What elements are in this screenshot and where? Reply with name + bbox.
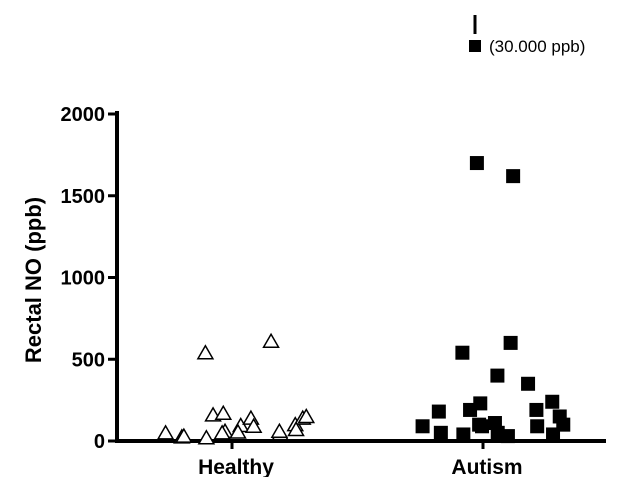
autism-point <box>431 404 446 419</box>
autism-point <box>529 402 544 417</box>
healthy-point <box>156 424 175 440</box>
autism-point <box>455 345 470 360</box>
data-points <box>156 156 571 445</box>
y-tick-label: 2000 <box>61 104 106 126</box>
x-category-label: Healthy <box>198 456 274 477</box>
y-tick-label: 500 <box>72 349 105 371</box>
autism-point <box>415 419 430 434</box>
y-tick-label: 0 <box>94 431 105 453</box>
x-category-label: Autism <box>451 456 522 477</box>
outlier-group: (30.000 ppb) <box>469 15 585 56</box>
autism-point <box>472 417 487 432</box>
healthy-point <box>262 332 280 349</box>
y-axis-ticks: 0 500 1000 1500 2000 <box>61 104 117 453</box>
healthy-point <box>287 421 305 437</box>
healthy-point <box>214 404 233 420</box>
autism-point <box>490 368 505 383</box>
outlier-point <box>469 40 481 52</box>
autism-point <box>503 335 518 350</box>
healthy-point <box>196 344 215 360</box>
healthy-point <box>229 423 247 439</box>
y-tick-label: 1500 <box>61 186 106 208</box>
autism-point <box>546 427 561 442</box>
autism-point <box>433 425 448 440</box>
autism-point <box>500 429 515 444</box>
autism-point <box>456 427 471 442</box>
autism-point <box>506 169 521 184</box>
healthy-point <box>242 409 260 425</box>
autism-point <box>545 394 560 409</box>
autism-point <box>521 376 536 391</box>
outlier-label: (30.000 ppb) <box>489 37 585 56</box>
autism-point <box>473 396 488 411</box>
autism-point <box>469 156 484 171</box>
healthy-point <box>270 422 289 438</box>
healthy-point <box>297 407 316 424</box>
healthy-point <box>197 429 216 445</box>
healthy-point <box>213 424 231 440</box>
autism-point <box>487 416 502 431</box>
y-tick-label: 1000 <box>61 268 106 290</box>
healthy-point <box>244 417 263 434</box>
y-axis-title: Rectal NO (ppb) <box>21 197 46 363</box>
autism-point <box>530 419 545 434</box>
healthy-point <box>175 427 193 443</box>
x-axis-categories: Healthy Autism <box>198 441 523 479</box>
